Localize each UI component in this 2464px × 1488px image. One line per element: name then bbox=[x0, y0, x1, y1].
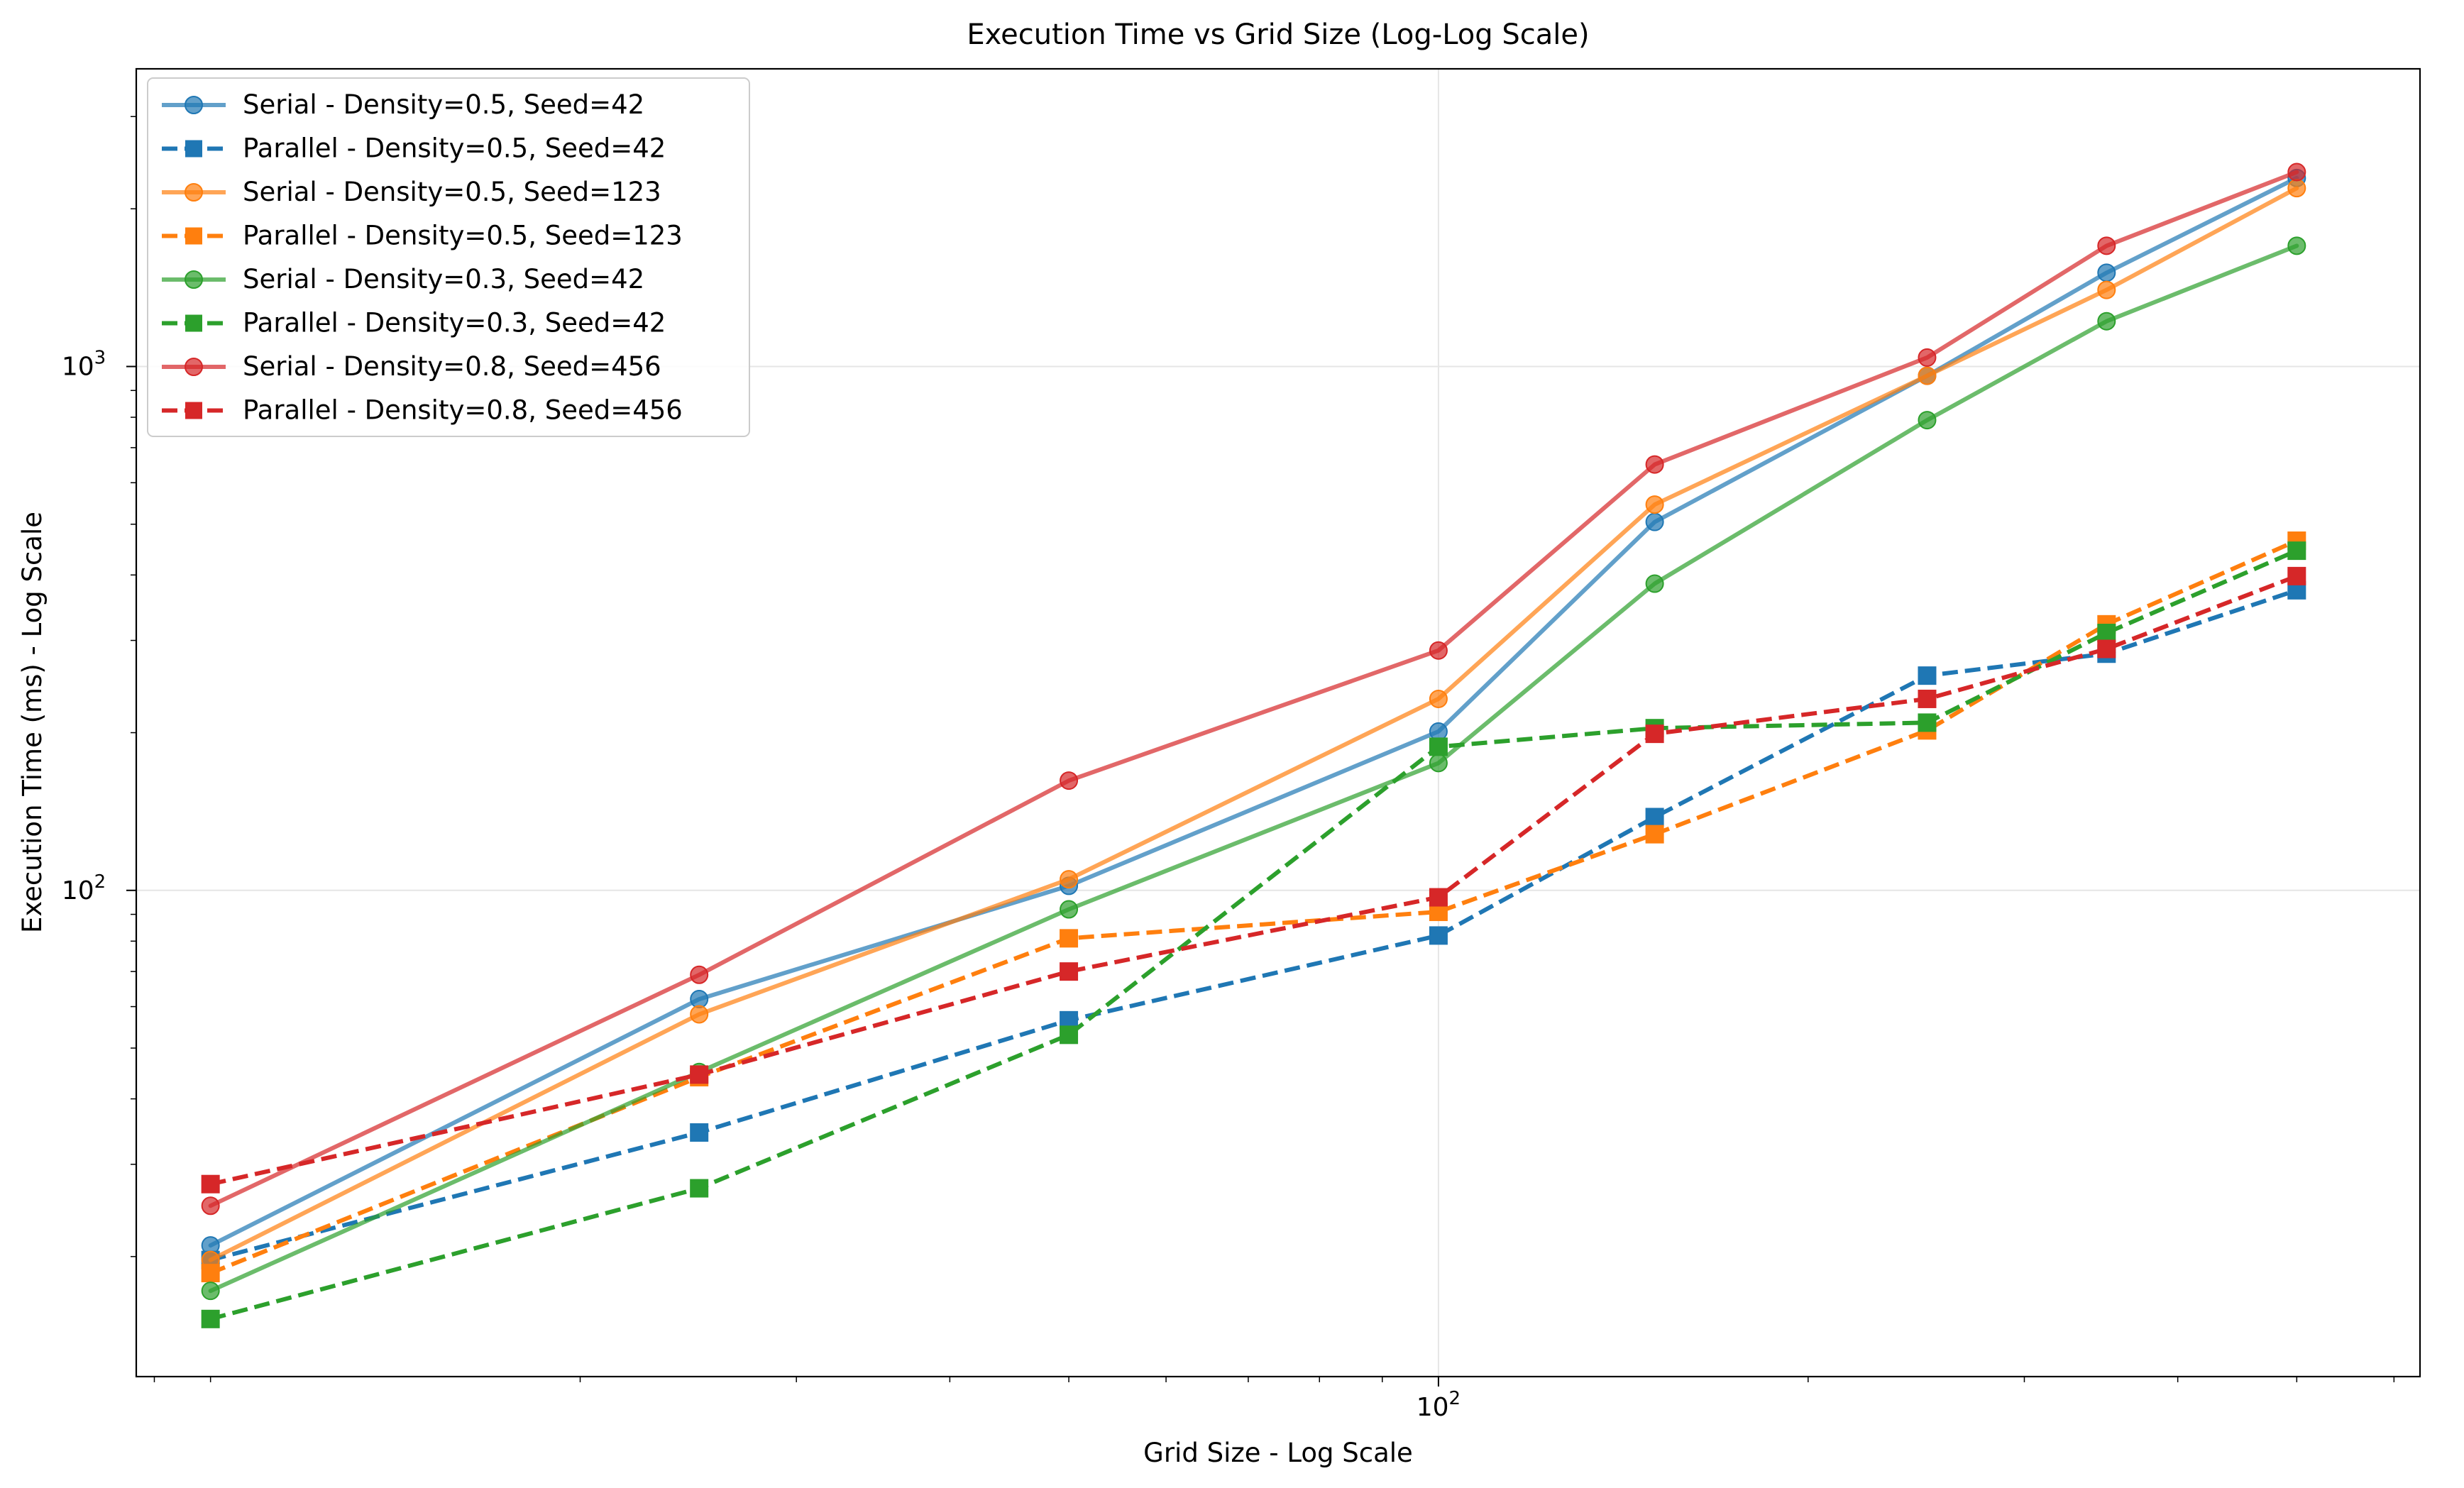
data-point bbox=[1918, 366, 1937, 385]
data-point bbox=[1429, 722, 1448, 741]
legend-entry: Serial - Density=0.5, Seed=42 bbox=[162, 89, 644, 120]
legend-marker bbox=[185, 227, 202, 245]
legend-entry: Serial - Density=0.8, Seed=456 bbox=[162, 351, 661, 382]
legend-entry: Parallel - Density=0.3, Seed=42 bbox=[162, 308, 666, 338]
series-7 bbox=[201, 162, 2306, 1216]
data-point bbox=[201, 1264, 220, 1283]
legend-entry: Parallel - Density=0.5, Seed=42 bbox=[162, 133, 666, 164]
data-point bbox=[1429, 888, 1448, 907]
legend-marker bbox=[185, 96, 203, 114]
data-point bbox=[201, 1282, 220, 1301]
data-point bbox=[1429, 737, 1448, 756]
chart-title: Execution Time vs Grid Size (Log-Log Sca… bbox=[967, 18, 1589, 51]
data-point bbox=[1918, 411, 1937, 430]
data-point bbox=[2287, 541, 2306, 561]
legend-label: Serial - Density=0.8, Seed=456 bbox=[243, 351, 661, 382]
legend-marker bbox=[185, 314, 202, 332]
series-line bbox=[209, 574, 2298, 1186]
series-line bbox=[208, 186, 2299, 1262]
series-line bbox=[209, 539, 2298, 1275]
data-point bbox=[2287, 236, 2306, 255]
data-point bbox=[1918, 666, 1937, 685]
x-tick-label: 102 bbox=[1417, 1388, 1461, 1422]
legend-marker bbox=[185, 358, 203, 376]
data-point bbox=[1645, 574, 1664, 593]
data-point bbox=[201, 1309, 220, 1328]
series-line bbox=[208, 175, 2299, 1248]
legend-label: Parallel - Density=0.5, Seed=123 bbox=[243, 221, 683, 251]
data-point bbox=[1918, 713, 1937, 732]
data-point bbox=[690, 1005, 709, 1024]
legend-label: Parallel - Density=0.8, Seed=456 bbox=[243, 395, 683, 426]
minor-ticks bbox=[131, 116, 2395, 1382]
legend-label: Serial - Density=0.3, Seed=42 bbox=[243, 264, 644, 294]
series-2 bbox=[201, 580, 2306, 1269]
legend-entry: Parallel - Density=0.8, Seed=456 bbox=[162, 395, 683, 426]
series-layer bbox=[201, 162, 2306, 1328]
legend: Serial - Density=0.5, Seed=42 Parallel - … bbox=[147, 77, 750, 437]
legend-marker bbox=[185, 183, 203, 202]
data-point bbox=[1645, 512, 1664, 531]
y-axis-label: Execution Time (ms) - Log Scale bbox=[17, 512, 48, 933]
series-8 bbox=[201, 566, 2306, 1194]
series-line bbox=[209, 549, 2298, 1321]
y-tick-label: 102 bbox=[62, 871, 106, 905]
legend-entry: Parallel - Density=0.5, Seed=123 bbox=[162, 221, 683, 251]
data-point bbox=[1429, 754, 1448, 773]
data-point bbox=[690, 965, 709, 984]
data-point bbox=[1645, 825, 1664, 844]
data-point bbox=[1429, 926, 1448, 945]
data-point bbox=[1060, 870, 1079, 889]
y-tick-label: 103 bbox=[62, 347, 106, 381]
x-axis-label: Grid Size - Log Scale bbox=[1143, 1438, 1413, 1468]
data-point bbox=[1645, 724, 1664, 744]
data-point bbox=[1645, 495, 1664, 514]
data-point bbox=[201, 1196, 220, 1216]
series-line bbox=[208, 243, 2299, 1294]
legend-marker bbox=[185, 270, 203, 289]
data-point bbox=[1645, 455, 1664, 474]
data-point bbox=[2097, 280, 2116, 299]
legend-marker bbox=[185, 402, 202, 419]
legend-entry: Serial - Density=0.5, Seed=123 bbox=[162, 177, 661, 207]
legend-label: Serial - Density=0.5, Seed=42 bbox=[243, 89, 644, 120]
data-point bbox=[2097, 263, 2116, 282]
series-5 bbox=[201, 236, 2306, 1301]
major-ticks: 102 102 103 bbox=[62, 347, 1461, 1422]
data-point bbox=[2287, 179, 2306, 198]
data-point bbox=[1060, 900, 1079, 919]
data-point bbox=[690, 1179, 709, 1198]
data-point bbox=[1918, 348, 1937, 367]
legend-marker bbox=[185, 140, 202, 158]
data-point bbox=[690, 1123, 709, 1142]
data-point bbox=[2097, 236, 2116, 255]
legend-label: Parallel - Density=0.5, Seed=42 bbox=[243, 133, 666, 164]
legend-frame bbox=[147, 77, 750, 437]
legend-label: Serial - Density=0.5, Seed=123 bbox=[243, 177, 661, 207]
data-point bbox=[1060, 1025, 1079, 1045]
data-point bbox=[1645, 808, 1664, 827]
data-point bbox=[1918, 689, 1937, 708]
data-point bbox=[1429, 689, 1448, 708]
plot-frame bbox=[135, 67, 2421, 1378]
data-point bbox=[1060, 962, 1079, 981]
data-point bbox=[2097, 312, 2116, 331]
data-point bbox=[1060, 929, 1079, 948]
data-point bbox=[1429, 641, 1448, 660]
series-line bbox=[208, 170, 2299, 1208]
data-point bbox=[690, 1065, 709, 1084]
series-4 bbox=[201, 531, 2306, 1283]
data-point bbox=[2287, 566, 2306, 585]
data-point bbox=[1060, 771, 1079, 790]
series-line bbox=[209, 588, 2298, 1262]
data-point bbox=[2097, 624, 2116, 643]
data-point bbox=[2097, 639, 2116, 658]
data-point bbox=[2287, 162, 2306, 182]
legend-label: Parallel - Density=0.3, Seed=42 bbox=[243, 308, 666, 338]
data-point bbox=[201, 1174, 220, 1194]
legend-entry: Serial - Density=0.3, Seed=42 bbox=[162, 264, 644, 294]
